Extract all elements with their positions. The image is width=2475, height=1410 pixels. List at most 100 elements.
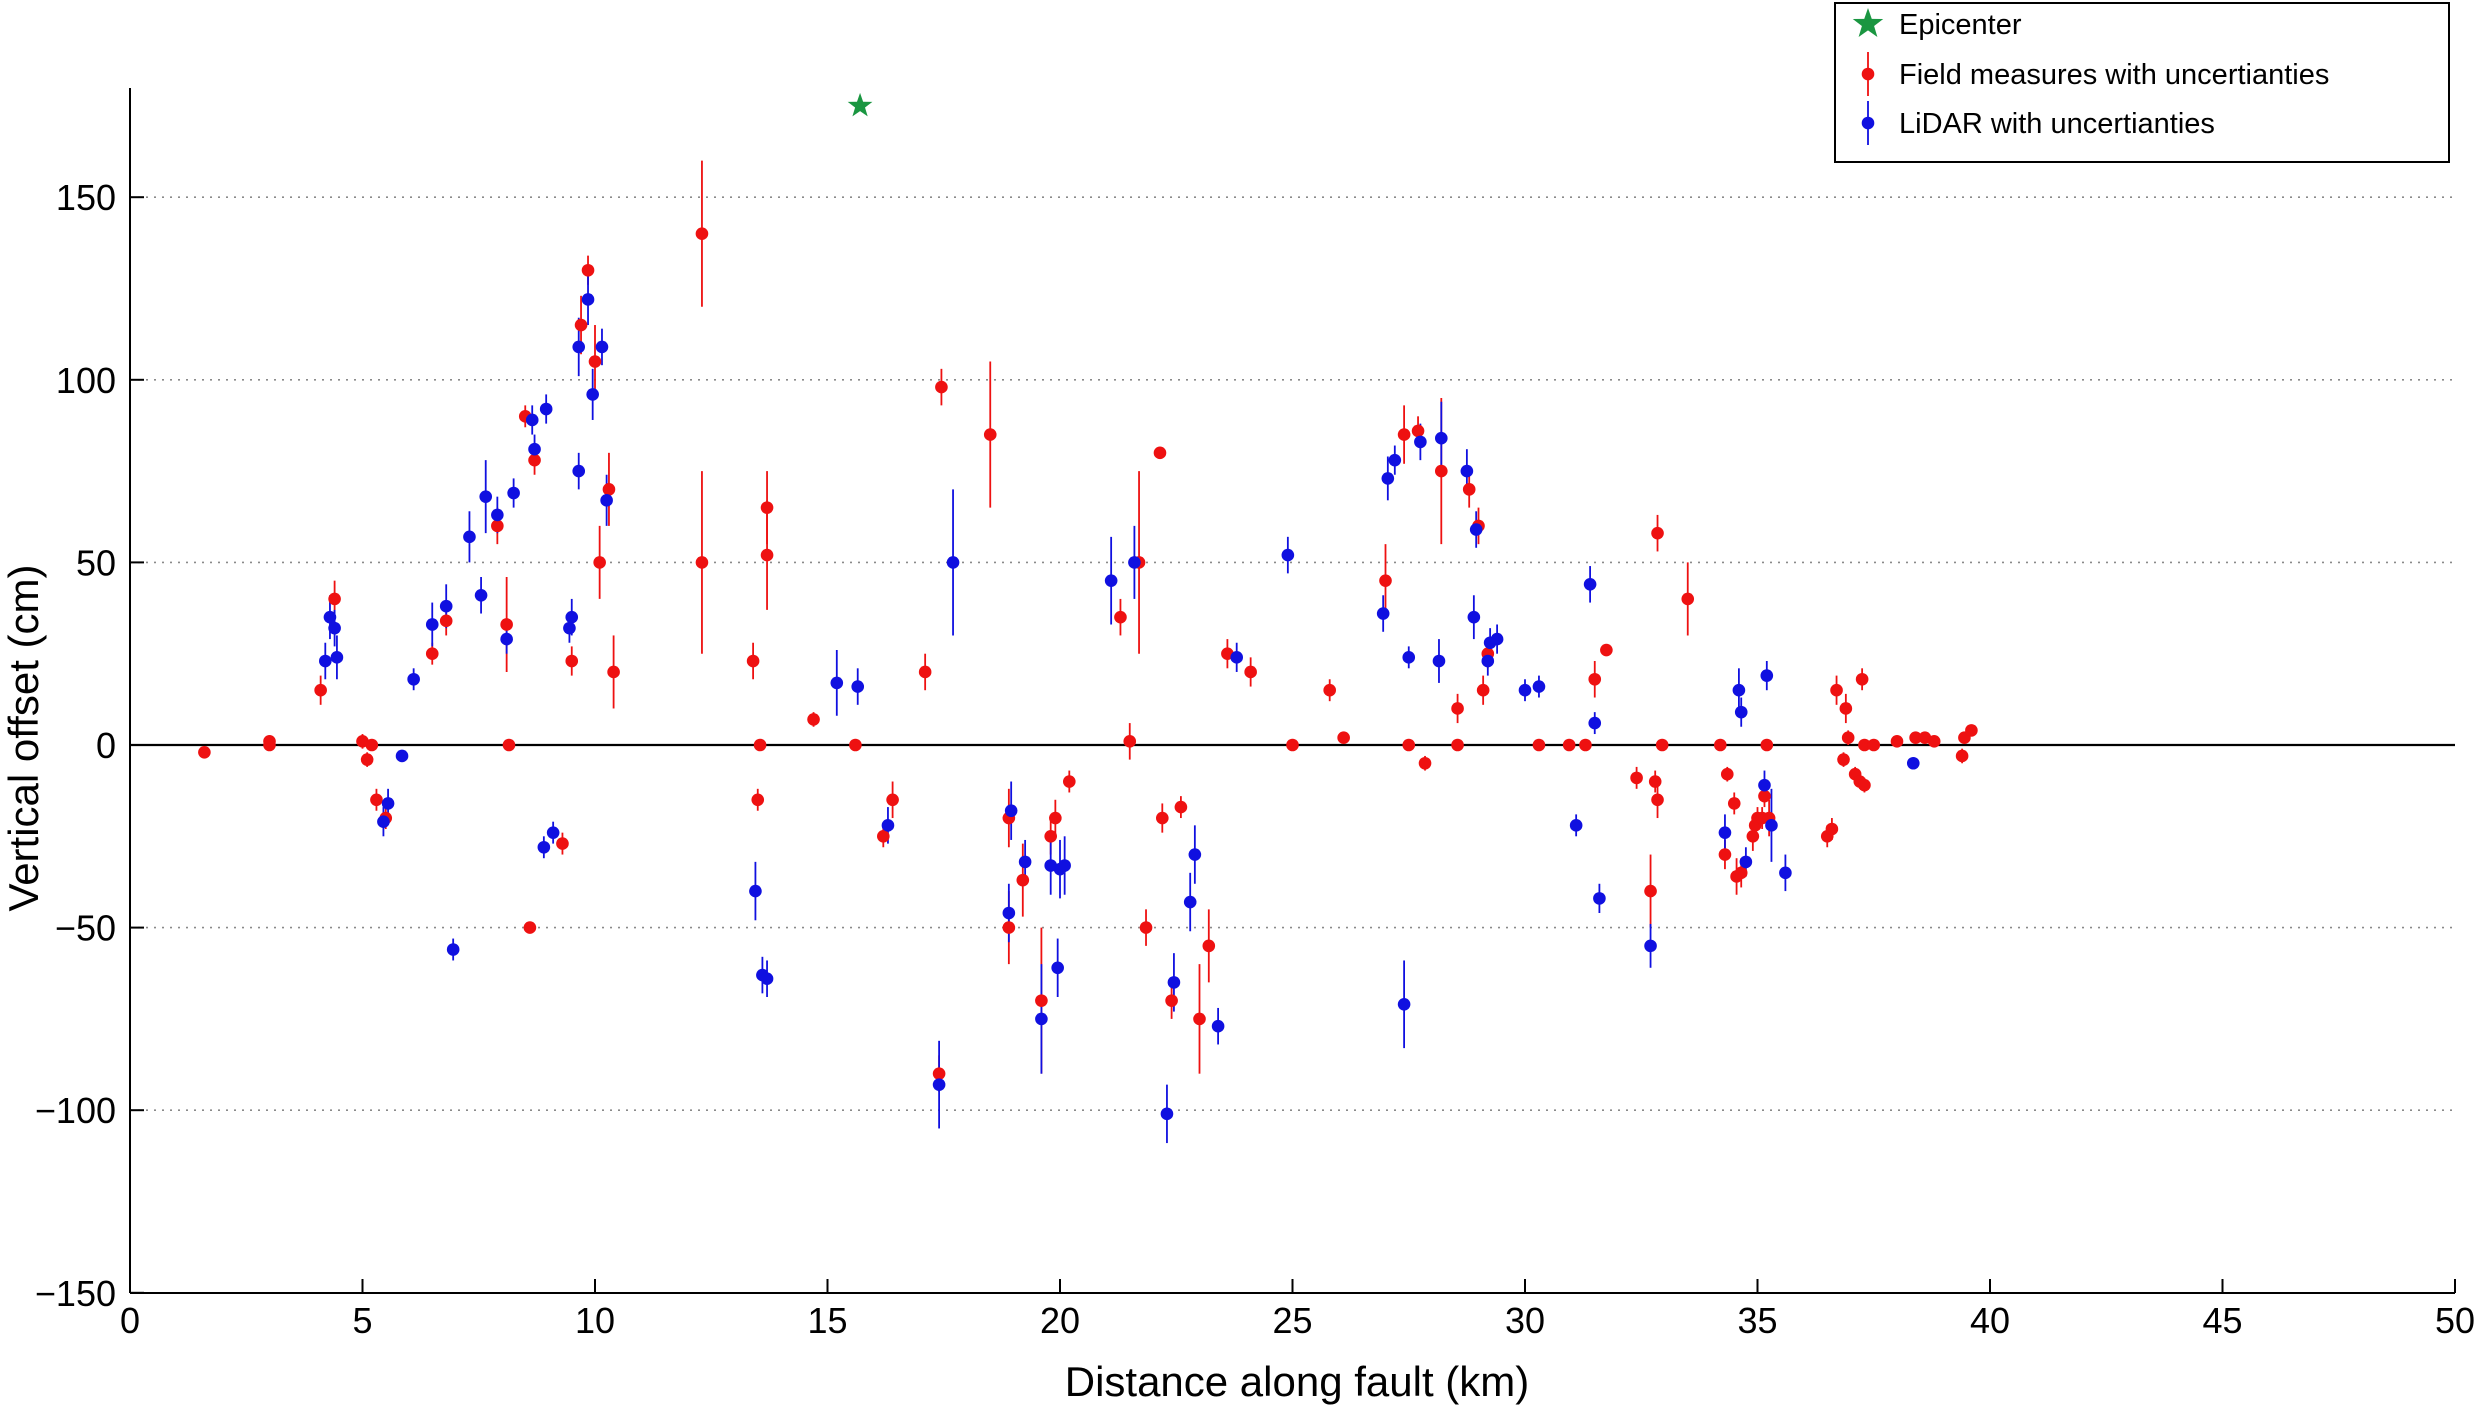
field-point	[1193, 1012, 1206, 1026]
lidar-point	[1160, 1107, 1174, 1121]
lidar-point	[1051, 961, 1064, 975]
legend-box	[1834, 2, 2450, 163]
field-point	[439, 614, 453, 628]
x-tick-label: 20	[1040, 1300, 1080, 1341]
field-point	[1651, 526, 1664, 540]
y-tick-label: −100	[35, 1090, 116, 1131]
field-point	[1063, 775, 1076, 788]
field-point	[602, 483, 616, 496]
lidar-point	[1128, 556, 1141, 569]
lidar-point	[1718, 826, 1732, 839]
field-point	[500, 618, 513, 631]
field-point	[1588, 672, 1602, 686]
field-point	[849, 738, 862, 752]
x-tick-label: 15	[807, 1300, 847, 1341]
lidar-point	[1593, 892, 1606, 905]
lidar-point	[491, 508, 504, 522]
lidar-point	[1388, 453, 1402, 467]
epicenter-star	[847, 92, 873, 117]
field-point	[1411, 424, 1425, 438]
lidar-point	[537, 840, 551, 854]
field-point	[1451, 702, 1464, 715]
x-tick-label: 10	[575, 1300, 615, 1341]
field-point	[695, 227, 709, 241]
field-point	[1286, 738, 1299, 752]
field-point	[1890, 735, 1904, 748]
lidar-point	[407, 672, 420, 686]
field-point	[1858, 738, 1871, 752]
x-tick-label: 25	[1272, 1300, 1312, 1341]
field-point	[607, 665, 620, 679]
field-point	[365, 738, 379, 752]
field-point	[1462, 483, 1476, 496]
field-point	[1955, 749, 1969, 763]
x-axis-label: Distance along fault (km)	[1065, 1358, 1530, 1405]
lidar-point	[1739, 855, 1753, 869]
lidar-point	[1058, 859, 1071, 872]
x-tick-label: 50	[2435, 1300, 2475, 1341]
field-point	[1451, 738, 1464, 752]
field-point	[1644, 884, 1657, 898]
lidar-point	[1402, 651, 1416, 664]
lidar-point	[1432, 654, 1446, 668]
x-tick-label: 35	[1737, 1300, 1777, 1341]
field-point	[502, 738, 516, 752]
lidar-point	[539, 402, 553, 416]
lidar-point	[507, 486, 520, 500]
y-tick-label: 50	[76, 542, 116, 583]
field-point	[314, 683, 327, 697]
lidar-point	[425, 618, 439, 631]
field-point	[1114, 610, 1127, 624]
lidar-point	[1397, 997, 1411, 1011]
field-point	[528, 453, 541, 467]
lidar-point	[565, 610, 579, 624]
field-point	[1867, 738, 1881, 752]
field-point	[1839, 702, 1853, 715]
lidar-point	[586, 388, 599, 401]
y-axis-label: Vertical offset (cm)	[0, 565, 47, 912]
lidar-point	[1381, 472, 1395, 485]
lidar-point	[525, 413, 539, 427]
field-point	[1049, 811, 1062, 825]
legend-label: Field measures with uncertianties	[1899, 59, 2329, 91]
field-point	[1855, 672, 1869, 686]
lidar-point	[330, 651, 344, 664]
lidar-point	[479, 490, 493, 503]
field-point	[1830, 683, 1843, 697]
lidar-point	[1002, 906, 1016, 920]
lidar-point	[1644, 939, 1657, 953]
field-point	[760, 501, 774, 514]
field-point	[1323, 683, 1336, 697]
y-tick-label: 100	[56, 360, 116, 401]
lidar-point	[1906, 756, 1920, 770]
lidar-point	[1281, 548, 1295, 562]
field-point	[556, 837, 569, 850]
error-bars	[319, 160, 1963, 1144]
field-point	[593, 556, 606, 569]
field-point	[1734, 866, 1748, 880]
field-point	[807, 713, 820, 726]
lidar-point	[1760, 669, 1774, 682]
field-point	[1965, 724, 1978, 737]
lidar-point	[377, 815, 390, 828]
lidar-point	[323, 610, 337, 624]
field-point	[695, 556, 709, 569]
lidar-point	[1490, 632, 1504, 646]
field-point	[1909, 731, 1922, 744]
field-point	[1002, 921, 1016, 934]
tick-labels: 0 5 10 15 20 25 30 35 40 45 50 −150 −100 −50 0 50 100 150	[35, 177, 2475, 1341]
field-point	[1562, 738, 1576, 752]
lidar-point	[1376, 607, 1390, 620]
lidar-point	[1035, 1012, 1048, 1026]
field-point	[1123, 735, 1137, 748]
y-tick-label: 150	[56, 177, 116, 218]
lidar-point	[395, 749, 409, 763]
field-point	[1760, 738, 1774, 752]
legend-star-icon	[1852, 8, 1884, 37]
data-points	[198, 92, 1978, 1121]
field-point	[198, 746, 211, 759]
field-point	[1651, 793, 1664, 807]
field-point	[1202, 939, 1216, 953]
field-point	[1746, 830, 1760, 843]
